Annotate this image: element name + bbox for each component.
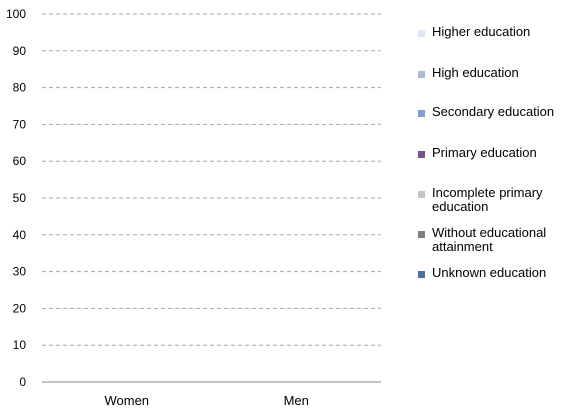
legend-item: Higher education <box>418 25 567 39</box>
y-tick-label: 0 <box>19 375 26 389</box>
y-tick-label: 10 <box>13 338 27 352</box>
legend-label: Unknown education <box>432 265 547 280</box>
legend-swatch <box>418 110 425 117</box>
legend-swatch <box>418 271 425 278</box>
y-tick-label: 90 <box>13 44 27 58</box>
y-tick-label: 30 <box>13 265 27 279</box>
legend-swatch <box>418 231 425 238</box>
legend-item: Primary education <box>418 146 567 160</box>
x-category-label: Men <box>284 393 309 408</box>
legend-item: Unknown education <box>418 266 567 280</box>
legend-item: Secondary education <box>418 105 567 119</box>
y-tick-label: 60 <box>13 154 27 168</box>
y-tick-label: 40 <box>13 228 27 242</box>
x-category-label: Women <box>104 393 149 408</box>
legend-swatch <box>418 191 425 198</box>
legend-swatch <box>418 71 425 78</box>
y-tick-label: 100 <box>6 7 26 21</box>
legend-swatch <box>418 30 425 37</box>
y-tick-label: 70 <box>13 117 27 131</box>
gridlines <box>42 13 381 346</box>
legend-swatch <box>418 151 425 158</box>
legend-item: Without educational attainment <box>418 226 567 254</box>
y-tick-label: 80 <box>13 81 27 95</box>
legend-label: Secondary education <box>432 104 555 119</box>
legend-item: High education <box>418 66 567 80</box>
y-axis-tick-labels: 0 10 20 30 40 50 60 70 80 90 100 <box>6 7 26 389</box>
legend-label: High education <box>432 65 519 80</box>
x-axis-category-labels: Women Men <box>104 393 308 408</box>
y-tick-label: 20 <box>13 301 27 315</box>
legend-item: Incomplete primary education <box>418 186 567 214</box>
y-tick-label: 50 <box>13 191 27 205</box>
legend-label: Incomplete primary education <box>432 185 543 214</box>
legend-label: Primary education <box>432 145 537 160</box>
legend-label: Higher education <box>432 24 531 39</box>
legend-label: Without educational attainment <box>432 225 547 254</box>
